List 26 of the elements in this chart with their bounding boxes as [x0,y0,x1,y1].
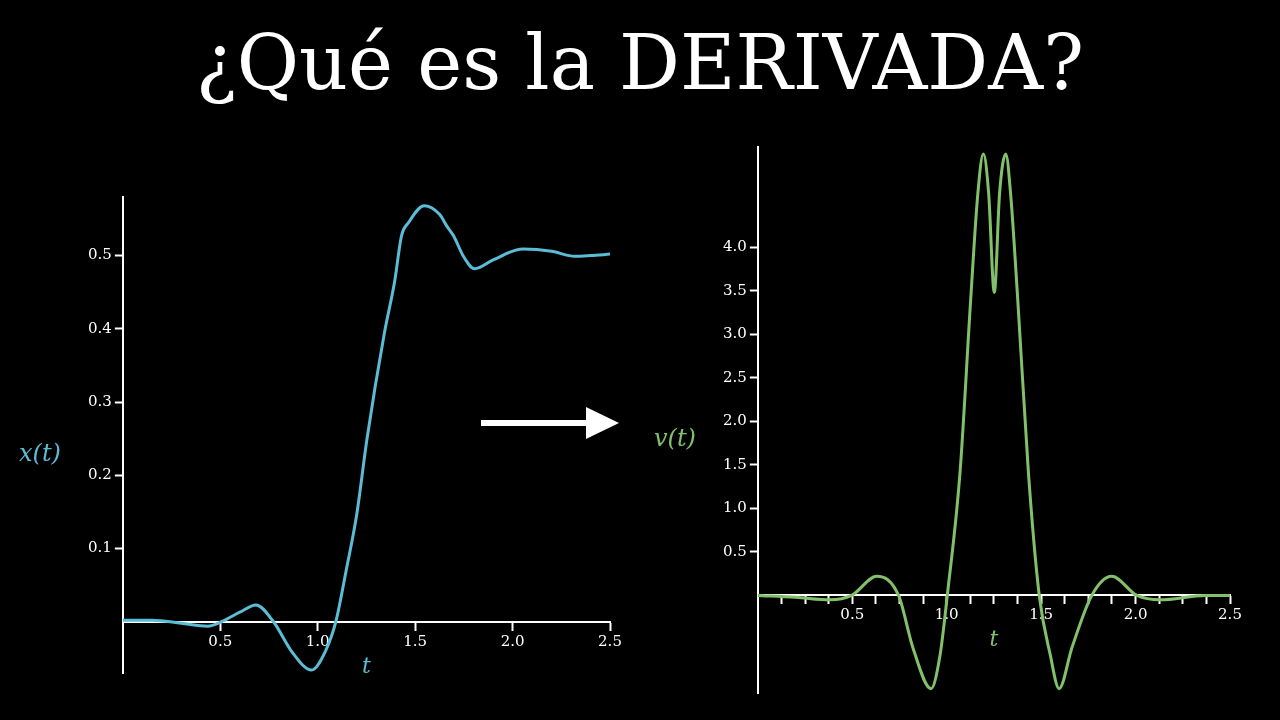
x-tick-label: 2.0 [500,631,525,650]
x-axis-title: t [362,652,372,678]
y-tick-label: 1.5 [723,454,747,473]
chart-title: ¿Qué es la DERIVADA? [195,18,1085,107]
y-tick-label: 0.2 [88,465,112,484]
x-axis-title: t [989,626,999,652]
x-tick-label: 0.5 [208,631,233,650]
x-tick-label: 2.0 [1123,605,1148,624]
y-tick-label: 0.1 [88,538,112,557]
y-tick-label: 2.0 [723,411,747,430]
x-tick-label: 2.5 [1218,605,1242,624]
y-tick-label: 0.4 [88,318,112,337]
y-tick-label: 4.0 [723,237,747,256]
y-tick-label: 1.0 [723,498,747,517]
y-tick-label: 0.5 [88,245,112,264]
x-tick-label: 0.5 [840,605,865,624]
x-tick-label: 1.5 [403,631,428,650]
y-tick-label: 0.5 [723,541,747,560]
y-tick-label: 3.5 [723,280,747,299]
x-tick-label: 2.5 [598,631,622,650]
y-axis-title: x(t) [19,439,61,468]
y-axis-title: v(t) [654,424,696,453]
y-tick-label: 2.5 [723,367,747,386]
y-tick-label: 0.3 [88,391,112,410]
y-tick-label: 3.0 [723,324,747,343]
x-tick-label: 1.0 [305,631,330,650]
